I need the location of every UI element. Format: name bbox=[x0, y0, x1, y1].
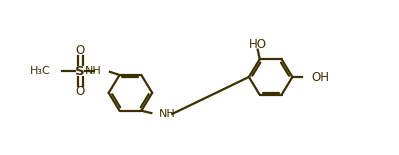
Text: HO: HO bbox=[249, 38, 267, 51]
Text: OH: OH bbox=[311, 71, 329, 84]
Text: NH: NH bbox=[85, 66, 102, 76]
Text: O: O bbox=[75, 85, 85, 98]
Text: O: O bbox=[75, 44, 85, 57]
Text: H₃C: H₃C bbox=[30, 66, 51, 76]
Text: S: S bbox=[75, 64, 85, 78]
Text: NH: NH bbox=[159, 109, 176, 119]
